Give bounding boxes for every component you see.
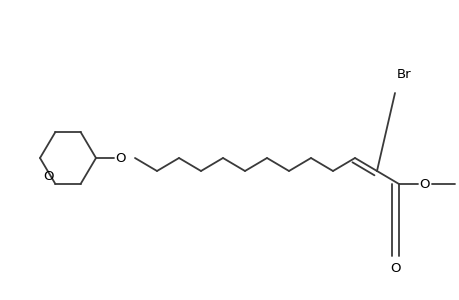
Text: O: O [419, 178, 429, 190]
Text: O: O [390, 262, 400, 275]
Text: O: O [116, 152, 126, 164]
Text: O: O [43, 169, 54, 182]
Text: Br: Br [396, 68, 411, 81]
